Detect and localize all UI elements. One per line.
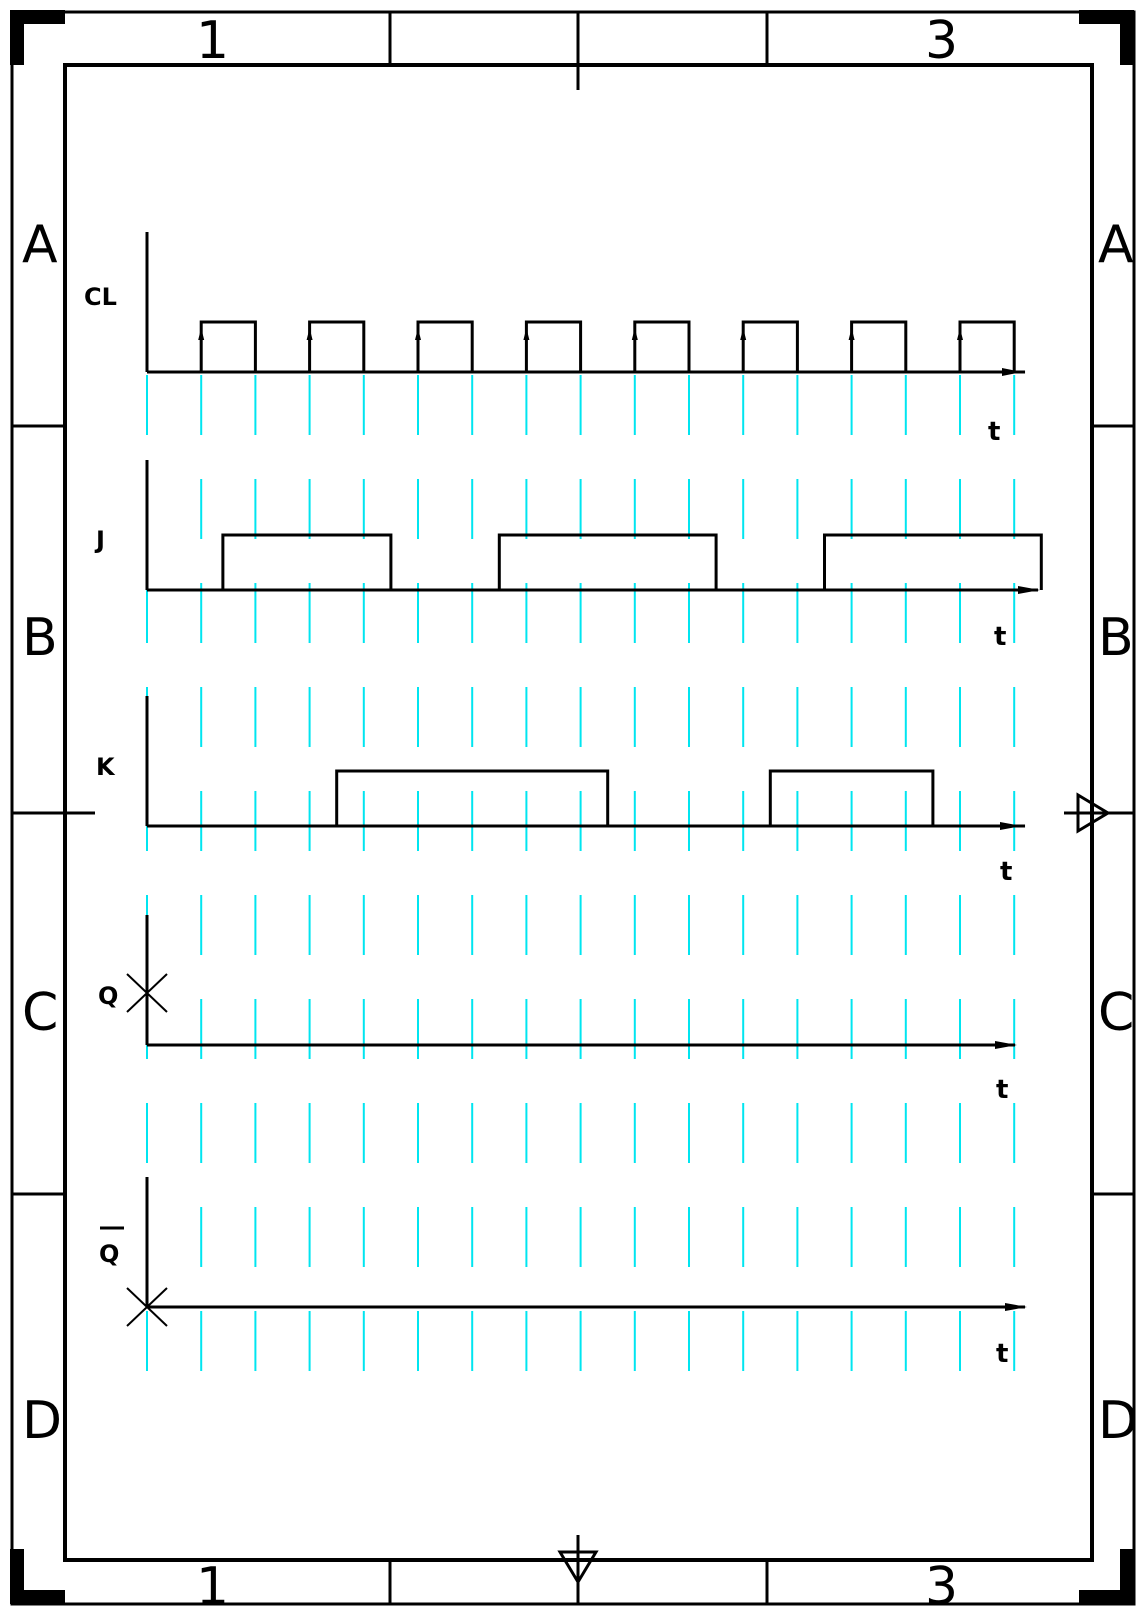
signal-label-qbar: Q [99,1240,119,1268]
unknown-state-marker-q [126,973,168,1013]
row-label-right-b: B [1098,608,1134,668]
waveform-cl [147,320,1026,374]
signal-row-j: J t [94,460,1043,652]
time-label-qbar: t [996,1339,1008,1369]
column-label-top-1: 1 [196,11,229,71]
column-label-top-3: 3 [925,11,958,71]
unknown-state-marker-qbar [126,1287,168,1327]
time-label-j: t [994,622,1006,652]
clock-rising-edge-marker [957,328,963,340]
axis-qbar [145,1177,1025,1309]
outer-frame [10,10,1136,1606]
axis-cl [145,232,1020,374]
signal-label-q: Q [98,982,118,1010]
clock-rising-edge-marker [631,328,638,340]
clock-rising-edge-marker [740,328,747,340]
axis-arrow-j [1018,586,1040,594]
clock-rising-edge-marker [415,328,421,340]
time-label-q: t [996,1075,1008,1105]
signal-label-j: J [94,526,105,554]
signal-label-k: K [96,753,116,781]
clock-rising-edge-marker [523,328,530,340]
row-dividers [12,424,1134,1196]
row-label-left-d: D [22,1391,62,1451]
clock-rising-edge-marker [306,328,313,340]
row-label-right-a: A [1098,215,1134,275]
time-label-k: t [1000,857,1012,887]
axis-j [145,460,1038,592]
axis-arrow-cl [1002,368,1022,376]
column-label-bottom-1: 1 [196,1557,229,1612]
signal-row-k: K t [96,696,1026,887]
signal-row-cl: CL t [84,232,1026,447]
waveform-j [147,533,1043,592]
waveform-k [147,769,1026,828]
row-label-right-c: C [1098,983,1134,1043]
signal-row-qbar: Q t [99,1177,1027,1369]
axis-k [145,696,1020,828]
column-label-bottom-3: 3 [925,1557,958,1612]
row-label-right-d: D [1098,1391,1138,1451]
axis-arrow-qbar [1005,1303,1027,1311]
inner-frame [63,63,1094,1562]
row-label-left-b: B [22,608,58,668]
row-label-left-c: C [22,983,58,1043]
row-label-left-a: A [22,215,58,275]
corner-marks [10,10,1134,1604]
axis-q [145,915,1015,1047]
signal-row-q: Q t [98,915,1017,1105]
clock-rising-edge-marker [848,328,855,340]
clock-edge-guides [146,375,1016,1405]
clock-rising-edge-marker [198,328,205,340]
time-label-cl: t [988,417,1000,447]
signal-label-cl: CL [84,283,117,311]
column-dividers [388,12,769,1604]
axis-arrow-q [995,1041,1017,1049]
centering-marks [557,792,1111,1585]
